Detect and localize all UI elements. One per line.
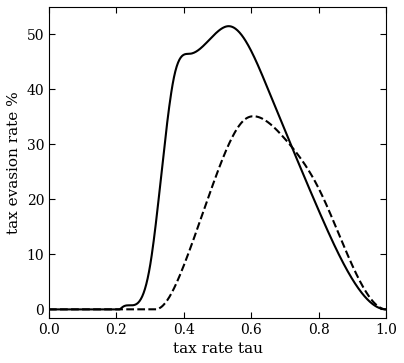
X-axis label: tax rate tau: tax rate tau (173, 342, 263, 356)
Y-axis label: tax evasion rate %: tax evasion rate % (7, 91, 21, 234)
